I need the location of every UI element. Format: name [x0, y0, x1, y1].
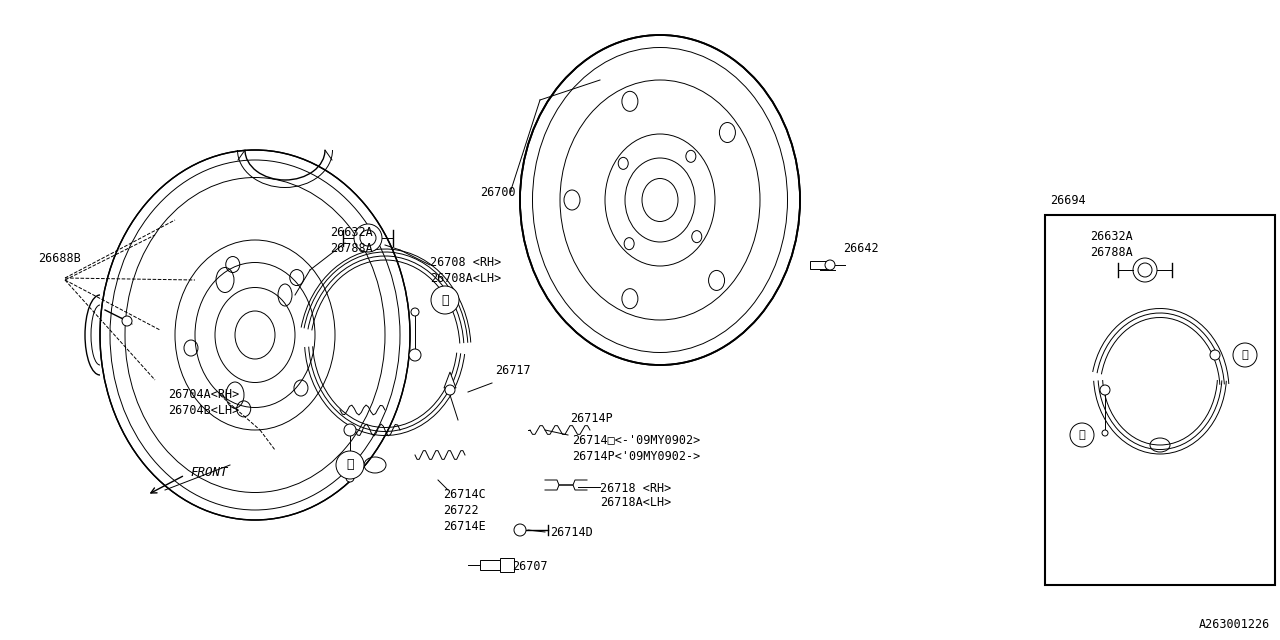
Circle shape [360, 230, 376, 246]
Text: 26788A: 26788A [330, 241, 372, 255]
Text: 26688B: 26688B [38, 252, 81, 264]
Circle shape [826, 260, 835, 270]
Circle shape [1233, 343, 1257, 367]
Ellipse shape [520, 35, 800, 365]
Bar [810, 261, 828, 269]
Text: 26714D: 26714D [550, 525, 593, 538]
Circle shape [431, 286, 460, 314]
Circle shape [1100, 385, 1110, 395]
Circle shape [1138, 263, 1152, 277]
Text: ①: ① [1079, 430, 1085, 440]
Text: 26714P<'09MY0902->: 26714P<'09MY0902-> [572, 449, 700, 463]
Circle shape [1102, 430, 1108, 436]
Text: ①: ① [347, 458, 353, 472]
Text: 26722: 26722 [443, 504, 479, 516]
Circle shape [335, 451, 364, 479]
Text: 26714C: 26714C [443, 488, 485, 502]
Text: 26714□<-'09MY0902>: 26714□<-'09MY0902> [572, 433, 700, 447]
Text: 26642: 26642 [844, 241, 878, 255]
Text: 26788A: 26788A [1091, 246, 1133, 259]
Bar [480, 560, 500, 570]
Text: 26704A<RH>: 26704A<RH> [168, 388, 239, 401]
Text: 26632A: 26632A [1091, 230, 1133, 243]
Text: 26708A<LH>: 26708A<LH> [430, 271, 502, 285]
Text: 26714P: 26714P [570, 412, 613, 424]
Text: 26704B<LH>: 26704B<LH> [168, 403, 239, 417]
Text: FRONT: FRONT [189, 465, 228, 479]
Circle shape [1210, 350, 1220, 360]
Bar [1044, 215, 1275, 585]
Polygon shape [444, 372, 456, 388]
Circle shape [411, 308, 419, 316]
Ellipse shape [100, 150, 410, 520]
Text: 26707: 26707 [512, 561, 548, 573]
Circle shape [346, 474, 355, 482]
Text: 26700: 26700 [480, 186, 516, 200]
Text: 26632A: 26632A [330, 225, 372, 239]
Text: ②: ② [1242, 350, 1248, 360]
Circle shape [355, 224, 381, 252]
Circle shape [344, 424, 356, 436]
Text: A263001226: A263001226 [1199, 618, 1270, 632]
Text: ②: ② [442, 294, 449, 307]
Circle shape [122, 316, 132, 326]
Circle shape [1133, 258, 1157, 282]
Circle shape [410, 349, 421, 361]
Text: 26694: 26694 [1050, 193, 1085, 207]
Text: 26718A<LH>: 26718A<LH> [600, 497, 671, 509]
Circle shape [1070, 423, 1094, 447]
Text: 26718 <RH>: 26718 <RH> [600, 481, 671, 495]
Bar [500, 558, 515, 572]
Text: 26708 <RH>: 26708 <RH> [430, 257, 502, 269]
Text: 26717: 26717 [495, 364, 531, 376]
Text: 26714E: 26714E [443, 520, 485, 534]
Circle shape [445, 385, 454, 395]
Circle shape [515, 524, 526, 536]
